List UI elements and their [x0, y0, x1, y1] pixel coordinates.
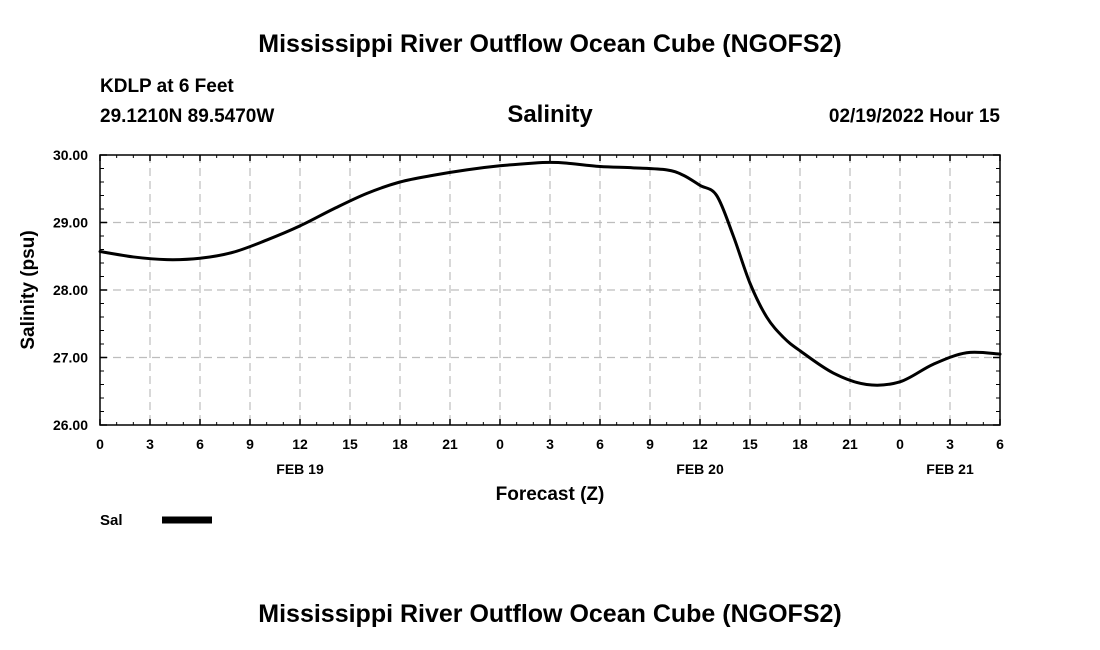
x-tick-label: 9	[646, 436, 654, 452]
plot-frame	[99, 154, 1001, 426]
y-tick-label: 26.00	[53, 417, 88, 433]
y-axis-title: Salinity (psu)	[18, 230, 39, 349]
x-tick-label: 15	[342, 436, 358, 452]
x-tick-label: 6	[196, 436, 204, 452]
date-label: FEB 21	[926, 461, 974, 477]
tick-labels: 0 3 6 9 12 15 18 21 0 3 6 9 12 15 18 21 0 3 6 26.00 27.00 28.…	[53, 147, 1004, 477]
chart-title: Mississippi River Outflow Ocean Cube (NG…	[258, 30, 842, 58]
x-tick-label: 3	[146, 436, 154, 452]
x-tick-label: 0	[896, 436, 904, 452]
series-layer	[98, 160, 1002, 387]
grid-lines	[100, 155, 1000, 425]
y-tick-label: 27.00	[53, 350, 88, 366]
station-label: KDLP at 6 Feet	[100, 76, 234, 97]
legend-label: Sal	[100, 512, 123, 529]
x-tick-label: 18	[792, 436, 808, 452]
y-tick-label: 28.00	[53, 282, 88, 298]
x-tick-label: 6	[596, 436, 604, 452]
date-label: FEB 19	[276, 461, 324, 477]
x-tick-label: 12	[692, 436, 708, 452]
station-coordinates: 29.1210N 89.5470W	[100, 106, 275, 127]
x-tick-label: 3	[946, 436, 954, 452]
x-tick-label: 0	[496, 436, 504, 452]
x-tick-label: 9	[246, 436, 254, 452]
date-label: FEB 20	[676, 461, 724, 477]
y-tick-label: 30.00	[53, 147, 88, 163]
x-tick-label: 12	[292, 436, 308, 452]
x-tick-label: 3	[546, 436, 554, 452]
forecast-datetime: 02/19/2022 Hour 15	[828, 106, 1000, 127]
x-tick-label: 21	[442, 436, 458, 452]
x-axis-title: Forecast (Z)	[496, 484, 605, 505]
x-tick-label: 6	[996, 436, 1004, 452]
x-tick-label: 18	[392, 436, 408, 452]
x-tick-label: 21	[842, 436, 858, 452]
series-line-sal	[98, 160, 1002, 387]
x-tick-label: 15	[742, 436, 758, 452]
y-tick-label: 29.00	[53, 215, 88, 231]
footer-title: Mississippi River Outflow Ocean Cube (NG…	[258, 600, 842, 628]
variable-title: Salinity	[507, 101, 593, 128]
x-tick-label: 0	[96, 436, 104, 452]
